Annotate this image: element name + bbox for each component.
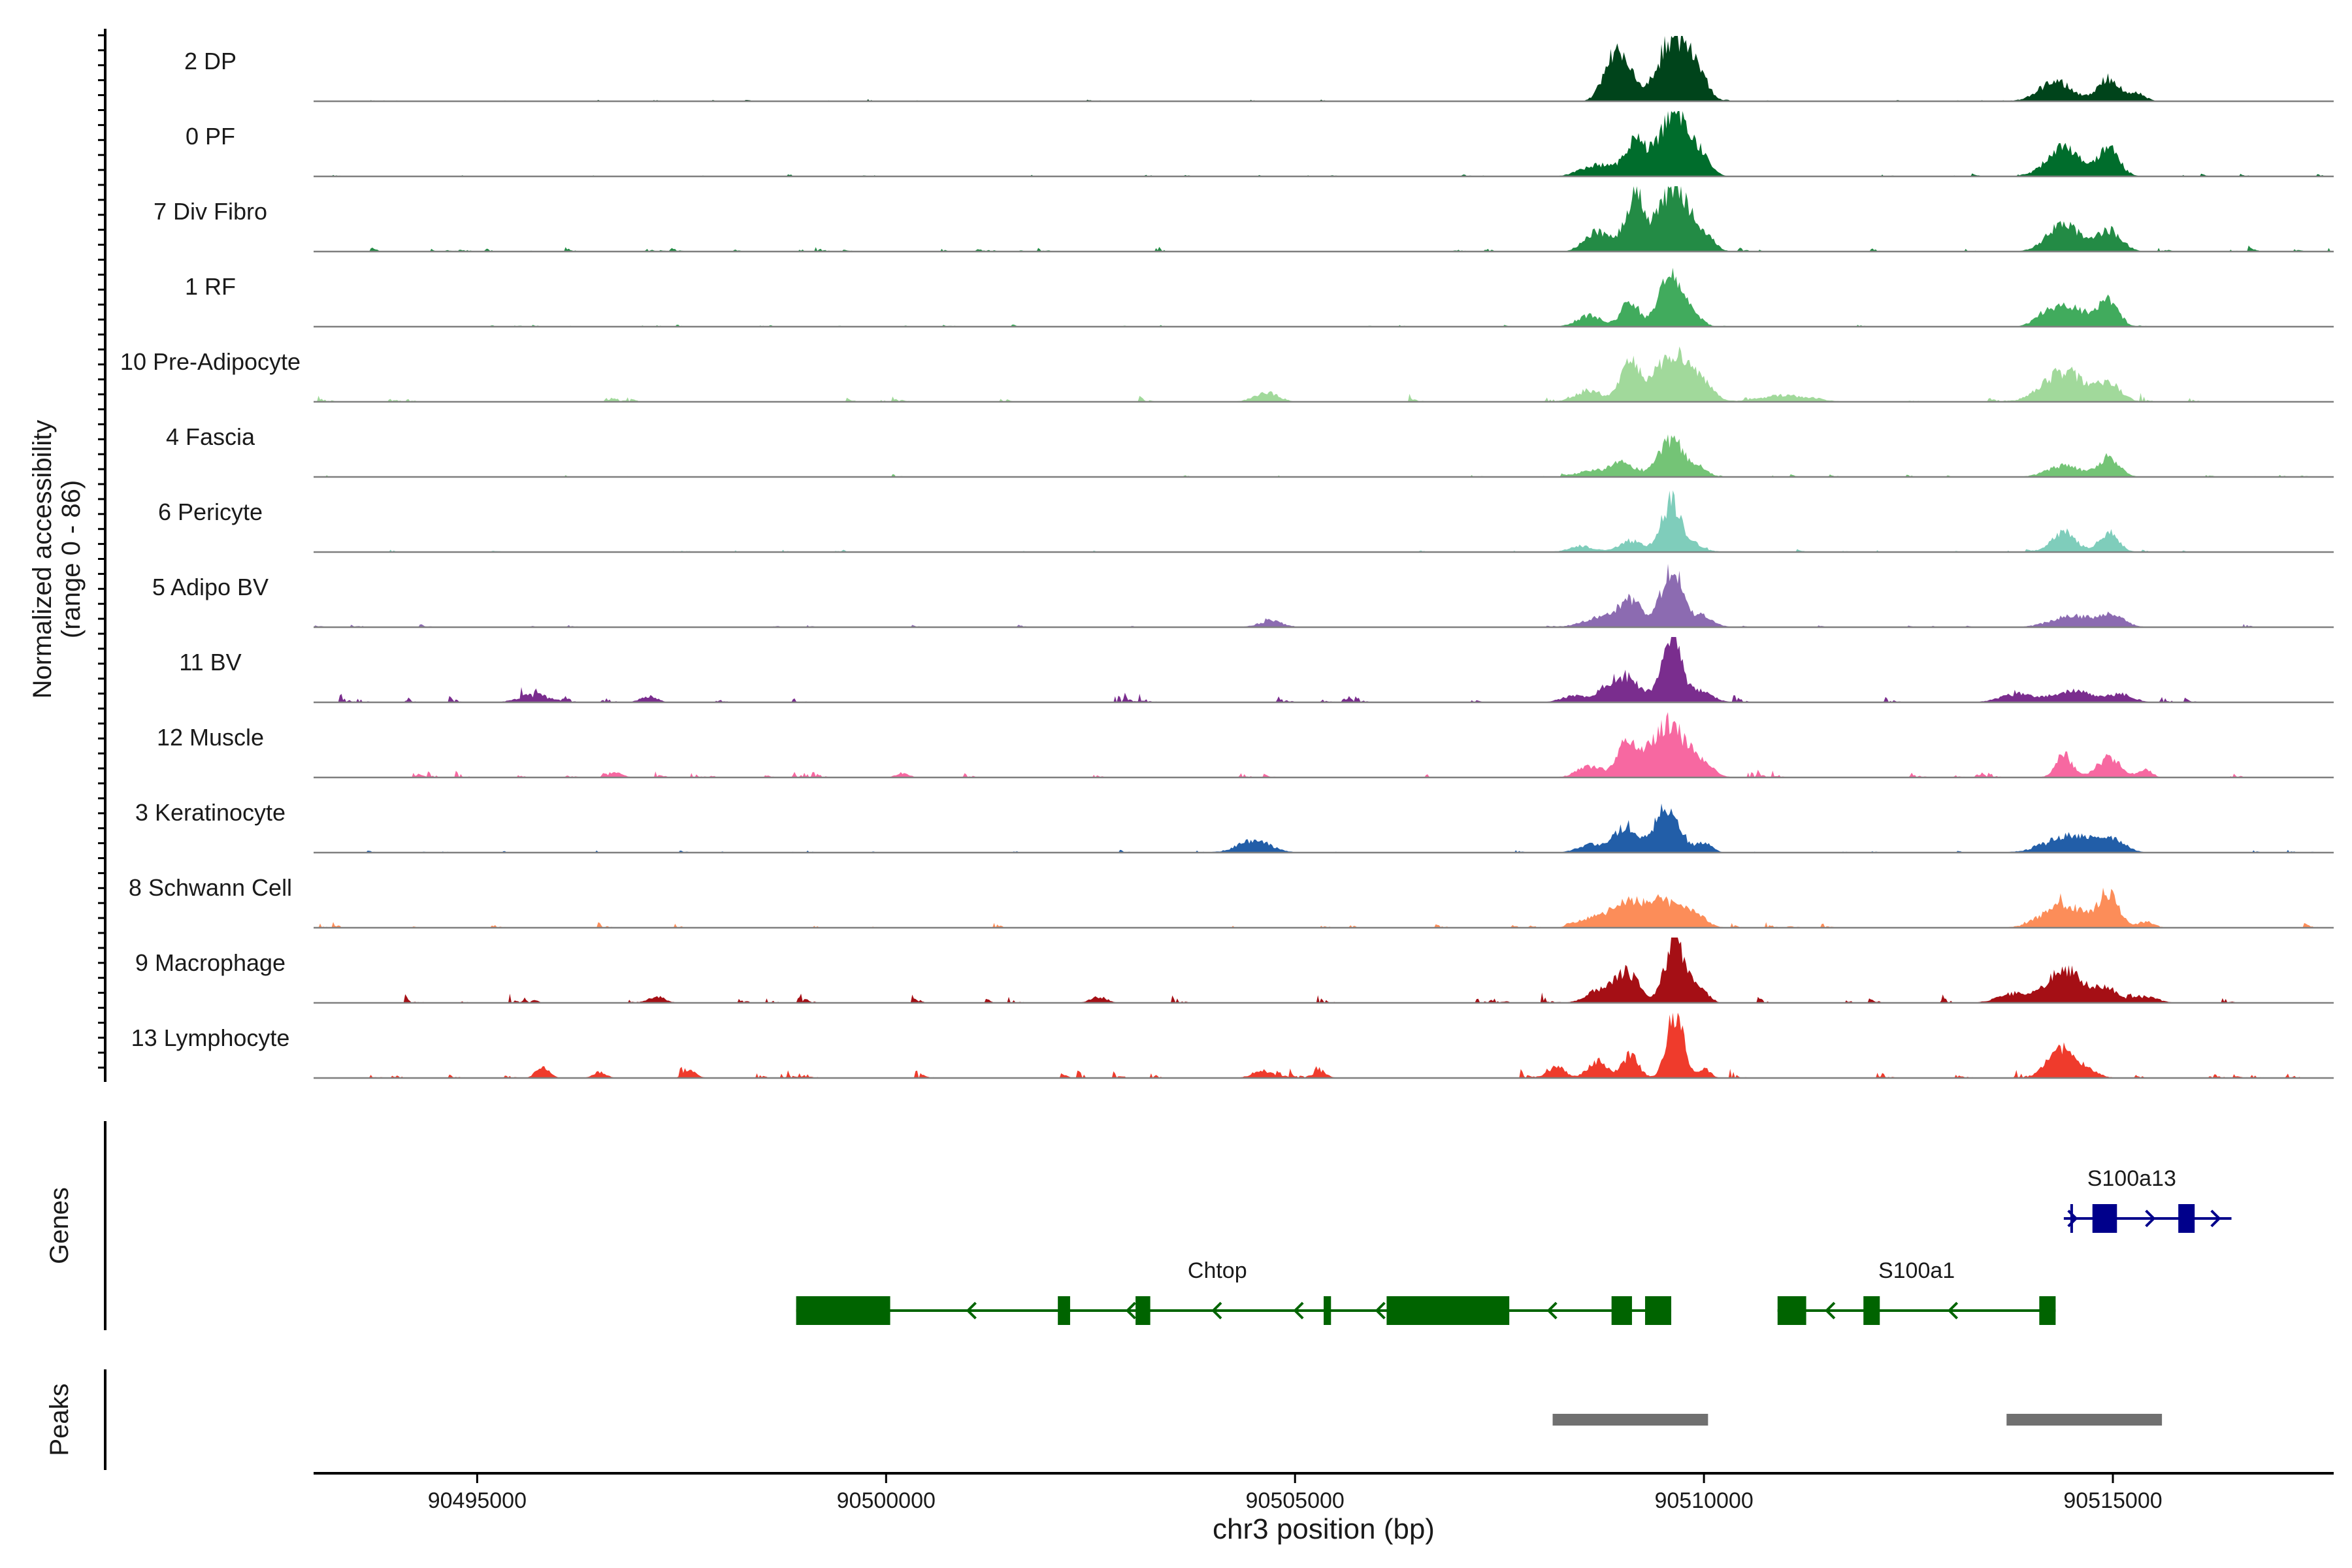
track-label: 11 BV — [179, 649, 241, 676]
strand-arrow — [966, 1301, 977, 1320]
coverage-area — [314, 564, 2334, 627]
strand-arrow — [1293, 1301, 1304, 1320]
track-label: 0 PF — [186, 123, 235, 150]
gene-exon — [1644, 1296, 1672, 1325]
track-1: 0 PF — [186, 111, 2334, 178]
track-label: 3 Keratinocyte — [135, 799, 286, 826]
gene-label: S100a13 — [2087, 1166, 2176, 1191]
gene-exon — [1863, 1296, 1880, 1325]
peaks-track — [1552, 1414, 2163, 1426]
coverage-area — [314, 434, 2334, 477]
x-tick-label: 90495000 — [428, 1488, 527, 1513]
x-axis-title: chr3 position (bp) — [1213, 1513, 1435, 1545]
track-7: 5 Adipo BV — [152, 564, 2334, 629]
track-6: 6 Pericyte — [158, 490, 2334, 553]
gene-label: S100a1 — [1878, 1258, 1955, 1283]
strand-arrow — [1546, 1301, 1558, 1320]
gene-exon — [2039, 1296, 2056, 1325]
track-12: 9 Macrophage — [135, 938, 2334, 1004]
peak-region — [1552, 1414, 1708, 1426]
track-3: 1 RF — [185, 267, 2334, 328]
gene-annotation-track: Chtop S100a1 S100a13 — [796, 1166, 2232, 1325]
genes-track-label: Genes — [45, 1187, 74, 1264]
peak-region — [2006, 1414, 2163, 1426]
track-label: 2 DP — [184, 48, 237, 74]
strand-arrow — [2145, 1209, 2156, 1228]
gene-s100a1: S100a1 — [1777, 1258, 2056, 1325]
coverage-area — [314, 1013, 2334, 1078]
strand-arrow — [1375, 1301, 1386, 1320]
x-tick-label: 90515000 — [2063, 1488, 2162, 1513]
accessibility-axis — [98, 29, 106, 1082]
strand-arrow — [1825, 1301, 1836, 1320]
coverage-area — [314, 267, 2334, 327]
strand-arrow — [2210, 1209, 2221, 1228]
track-label: 1 RF — [185, 273, 236, 300]
track-4: 10 Pre-Adipocyte — [120, 346, 2334, 403]
gene-exon — [1386, 1296, 1510, 1325]
y-axis-title-line1: Normalized accessibility — [28, 420, 57, 699]
gene-label: Chtop — [1188, 1258, 1247, 1283]
strand-arrow — [1125, 1301, 1136, 1320]
track-label: 7 Div Fibro — [154, 198, 267, 225]
track-2: 7 Div Fibro — [154, 186, 2334, 253]
track-10: 3 Keratinocyte — [135, 799, 2334, 854]
track-9: 12 Muscle — [157, 712, 2334, 779]
track-8: 11 BV — [179, 637, 2334, 704]
gene-exon — [1611, 1296, 1632, 1325]
gene-exon — [1058, 1296, 1070, 1325]
gene-chtop: Chtop — [796, 1258, 1672, 1325]
coverage-tracks: 2 DP 0 PF 7 Div Fibro 1 RF 10 Pre-Adipocyte 4… — [120, 36, 2334, 1079]
coverage-area — [314, 637, 2334, 702]
track-label: 9 Macrophage — [135, 949, 286, 976]
coverage-area — [314, 111, 2334, 176]
y-axis-title-line2: (range 0 - 86) — [57, 480, 86, 638]
x-tick-label: 90505000 — [1246, 1488, 1345, 1513]
track-13: 13 Lymphocyte — [131, 1013, 2334, 1079]
track-label: 12 Muscle — [157, 724, 264, 751]
coverage-area — [314, 490, 2334, 552]
coverage-area — [314, 36, 2334, 101]
gene-exon — [1777, 1296, 1806, 1325]
gene-exon — [2178, 1204, 2195, 1233]
coverage-area — [314, 186, 2334, 252]
x-axis: 90495000 90500000 90505000 90510000 90515000 — [314, 1472, 2334, 1513]
coverage-area — [314, 803, 2334, 853]
coverage-area — [314, 346, 2334, 402]
peaks-track-label: Peaks — [45, 1383, 74, 1456]
strand-arrow — [1947, 1301, 1959, 1320]
track-0: 2 DP — [184, 36, 2334, 103]
gene-exon — [2092, 1204, 2117, 1233]
x-tick-label: 90510000 — [1654, 1488, 1753, 1513]
track-label: 13 Lymphocyte — [131, 1024, 290, 1051]
gene-exon — [1135, 1296, 1151, 1325]
track-5: 4 Fascia — [166, 423, 2334, 478]
gene-s100a13: S100a13 — [2063, 1166, 2232, 1233]
track-label: 8 Schwann Cell — [129, 874, 292, 901]
track-label: 5 Adipo BV — [152, 574, 269, 600]
coverage-area — [314, 887, 2334, 928]
track-label: 6 Pericyte — [158, 498, 263, 525]
x-tick-label: 90500000 — [837, 1488, 936, 1513]
gene-exon — [796, 1296, 890, 1325]
coverage-area — [314, 712, 2334, 777]
coverage-area — [314, 938, 2334, 1003]
track-label: 10 Pre-Adipocyte — [120, 348, 301, 375]
strand-arrow — [1211, 1301, 1222, 1320]
track-label: 4 Fascia — [166, 423, 255, 450]
track-11: 8 Schwann Cell — [129, 874, 2334, 929]
gene-exon — [1324, 1296, 1331, 1325]
